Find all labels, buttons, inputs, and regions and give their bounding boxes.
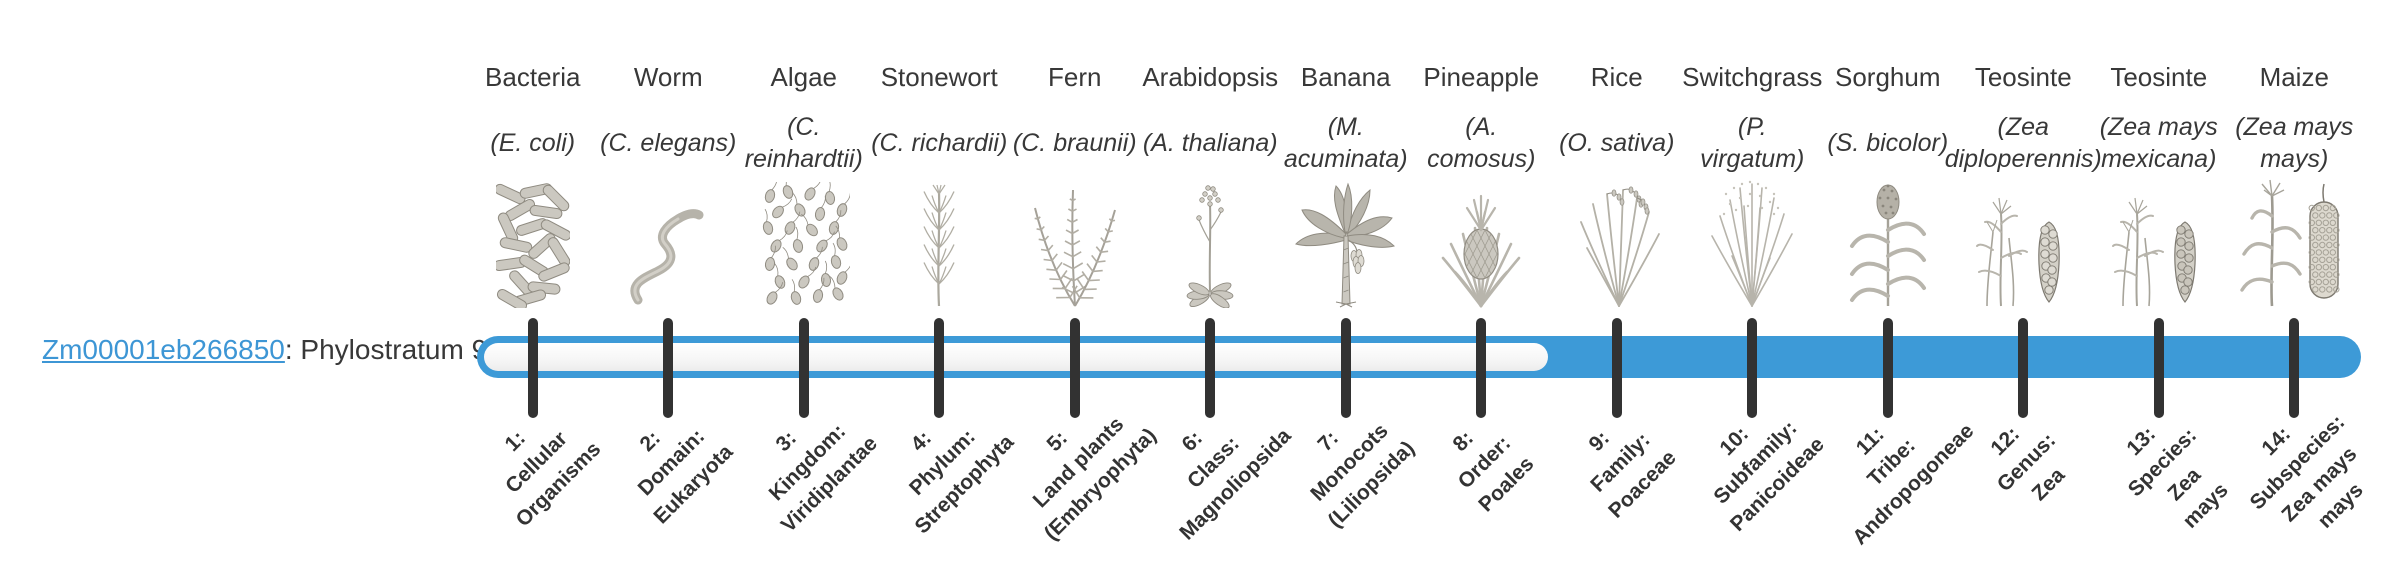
organism-column-banana-7: Banana (M. acuminata) 7: Monocots (Liliops… — [1278, 0, 1419, 580]
organism-names: Teosinte (Zea diploperennis) — [1918, 62, 2128, 187]
organism-column-switchgrass-10: Switchgrass (P. virgatum) 10: Subfamily: P… — [1682, 0, 1829, 580]
bacteria-illustration — [495, 158, 570, 308]
organism-names: Sorghum (S. bicolor) — [1783, 62, 1993, 187]
organism-scientific-name: (A. comosus) — [1427, 112, 1536, 174]
organism-column-pineapple-8: Pineapple (A. comosus) 8: Order: Poales — [1414, 0, 1550, 580]
organism-column-maize-14: Maize (Zea mays mays) 14: Subspecies: Zea … — [2227, 0, 2368, 580]
organism-common-name: Banana — [1300, 62, 1391, 92]
rice-illustration — [1569, 158, 1665, 308]
organism-column-fern-5: Fern (C. braunii) 5: Land plants (Embryoph… — [1007, 0, 1161, 580]
stratum-label: 12: Genus: Zea — [1986, 422, 2070, 506]
organism-column-bacteria-1: Bacteria (E. coli) 1: Cellular Organisms — [465, 0, 605, 580]
organism-common-name: Worm — [633, 62, 703, 92]
organism-common-name: Arabidopsis — [1142, 62, 1279, 92]
timeline-tick — [798, 318, 809, 418]
switchgrass-illustration — [1704, 158, 1800, 308]
organism-column-stonewort-4: Stonewort (C. richardii) 4: Phylum: Strept… — [871, 0, 1018, 580]
banana-illustration — [1290, 158, 1402, 308]
organism-names: Teosinte (Zea mays mexicana) — [2054, 62, 2264, 187]
timeline-tick — [934, 318, 945, 418]
worm-illustration — [628, 158, 708, 308]
maize-illustration — [2236, 158, 2352, 308]
arabidopsis-illustration — [1169, 158, 1251, 308]
timeline-tick — [1611, 318, 1622, 418]
timeline-tick — [663, 318, 674, 418]
organism-common-name: Teosinte — [2110, 62, 2208, 92]
organism-column-worm-2: Worm (C. elegans) 2: Domain: Eukaryota — [600, 0, 738, 580]
timeline-tick — [1747, 318, 1758, 418]
organism-scientific-name: (C. braunii) — [1012, 128, 1137, 157]
organism-common-name: Switchgrass — [1682, 62, 1823, 92]
organism-scientific-name: (C. reinhardtii) — [744, 112, 863, 174]
organism-column-algae-3: Algae (C. reinhardtii) 3: Kingdom: Viridip… — [736, 0, 882, 580]
organism-names: Banana (M. acuminata) — [1241, 62, 1451, 187]
timeline-tick — [1476, 318, 1487, 418]
teosinte-illustration — [1971, 158, 2075, 308]
organism-names: Arabidopsis (A. thaliana) — [1105, 62, 1315, 187]
organism-common-name: Rice — [1590, 62, 1643, 92]
organism-scientific-name: (Zea mays mexicana) — [2099, 112, 2218, 174]
organism-common-name: Stonewort — [880, 62, 998, 92]
stratum-label: 9: Family: Poaceae — [1584, 426, 1681, 523]
timeline-tick — [1882, 318, 1893, 418]
organism-names: Bacteria (E. coli) — [428, 62, 638, 187]
timeline-tick — [1069, 318, 1080, 418]
organism-scientific-name: (P. virgatum) — [1700, 112, 1805, 174]
organism-scientific-name: (C. richardii) — [871, 128, 1008, 157]
organism-column-sorghum-11: Sorghum (S. bicolor) 11: Tribe: Andropogon… — [1820, 0, 1978, 580]
organism-names: Maize (Zea mays mays) — [2189, 62, 2399, 187]
organism-scientific-name: (A. thaliana) — [1142, 128, 1278, 157]
organism-common-name: Teosinte — [1974, 62, 2072, 92]
organism-scientific-name: (E. coli) — [490, 128, 576, 157]
timeline-tick — [2289, 318, 2300, 418]
organism-names: Fern (C. braunii) — [970, 62, 1180, 187]
organism-names: Algae (C. reinhardtii) — [699, 62, 909, 187]
teosinte-illustration — [2107, 158, 2211, 308]
stratum-label: 14: Subspecies: Zea mays mays — [2246, 410, 2369, 533]
organism-names: Worm (C. elegans) — [563, 62, 773, 187]
organism-names: Rice (O. sativa) — [1512, 62, 1722, 187]
organism-scientific-name: (S. bicolor) — [1827, 128, 1949, 157]
gene-id-link[interactable]: Zm00001eb266850 — [42, 334, 285, 365]
organism-common-name: Maize — [2259, 62, 2329, 92]
organism-column-arabidopsis-6: Arabidopsis (A. thaliana) 6: Class: Magnol… — [1142, 0, 1295, 580]
gene-phylostratum-text: : Phylostratum 9 — [284, 334, 488, 365]
organism-common-name: Bacteria — [485, 62, 581, 92]
organism-common-name: Pineapple — [1423, 62, 1540, 92]
organism-scientific-name: (Zea mays mays) — [2235, 112, 2354, 174]
organism-scientific-name: (O. sativa) — [1559, 128, 1675, 157]
timeline-tick — [1205, 318, 1216, 418]
stratum-label: 8: Order: Poales — [1448, 426, 1539, 517]
organism-names: Pineapple (A. comosus) — [1376, 62, 1586, 187]
algae-illustration — [758, 158, 850, 308]
timeline-unfilled-segment — [484, 343, 1548, 371]
organism-scientific-name: (C. elegans) — [600, 128, 737, 157]
stonewort-illustration — [907, 158, 971, 308]
timeline-tick — [2153, 318, 2164, 418]
pineapple-illustration — [1435, 158, 1527, 308]
stratum-label: 2: Domain: Eukaryota — [634, 424, 738, 529]
organism-common-name: Fern — [1048, 62, 1102, 92]
timeline-tick — [527, 318, 538, 418]
organism-names: Switchgrass (P. virgatum) — [1647, 62, 1857, 187]
timeline-tick — [2018, 318, 2029, 418]
organism-column-rice-9: Rice (O. sativa) 9: Family: Poaceae — [1549, 0, 1685, 580]
fern-illustration — [1025, 158, 1125, 308]
phylo-timeline-bar — [477, 336, 2361, 378]
organism-column-teosinte-12: Teosinte (Zea diploperennis) 12: Genus: Ze… — [1945, 0, 2102, 580]
timeline-tick — [1340, 318, 1351, 418]
organism-common-name: Algae — [770, 62, 838, 92]
sorghum-illustration — [1846, 158, 1930, 308]
organism-column-teosinte-13: Teosinte (Zea mays mexicana) 13: Species: … — [2091, 0, 2233, 580]
organism-scientific-name: (Zea diploperennis) — [1944, 112, 2102, 174]
organism-names: Stonewort (C. richardii) — [834, 62, 1044, 187]
organism-scientific-name: (M. acuminata) — [1283, 112, 1408, 174]
gene-label: Zm00001eb266850: Phylostratum 9 — [42, 334, 487, 366]
organism-common-name: Sorghum — [1835, 62, 1941, 92]
organism-columns: Bacteria (E. coli) 1: Cellular Organisms Wo… — [465, 0, 2368, 580]
